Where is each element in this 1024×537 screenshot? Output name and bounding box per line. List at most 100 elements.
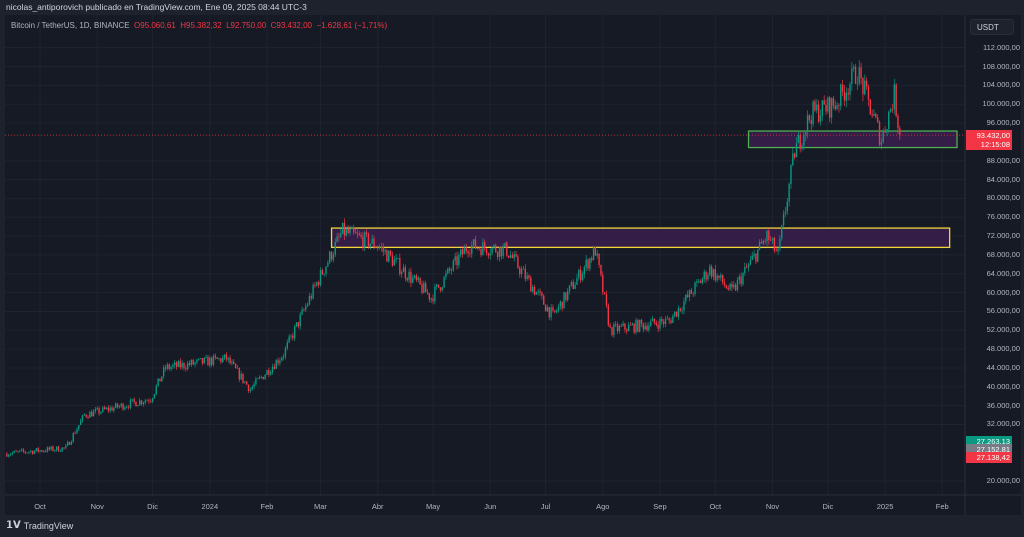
candle-body: [343, 222, 346, 236]
candle-body: [563, 292, 565, 309]
candle-body: [236, 368, 239, 369]
candle-body: [39, 450, 41, 452]
candle-body: [745, 267, 748, 268]
candle-body: [371, 238, 373, 244]
candle-body: [345, 229, 348, 236]
candle-body: [367, 233, 370, 247]
candle-body: [54, 450, 56, 451]
candle-body: [199, 358, 202, 359]
candle-body: [26, 452, 28, 454]
candle-body: [94, 409, 97, 412]
candle-body: [816, 104, 818, 111]
candle-body: [646, 325, 648, 331]
candle-body: [498, 246, 501, 258]
currency-button[interactable]: USDT: [970, 19, 1014, 35]
candle-body: [177, 360, 180, 367]
candle-body: [836, 105, 838, 109]
candle-body: [412, 277, 414, 283]
candle-body: [865, 80, 868, 87]
candle-body: [648, 325, 650, 331]
low-value: L92.750,00: [226, 21, 267, 30]
chart-pane[interactable]: [5, 15, 1021, 515]
candle-body: [709, 266, 711, 275]
candle-body: [467, 251, 469, 254]
candle-body: [845, 93, 848, 101]
candle-body: [827, 97, 829, 112]
candle-body: [312, 284, 314, 299]
candle-body: [46, 447, 49, 452]
candle-body: [358, 233, 360, 236]
candle-body: [489, 253, 491, 256]
candle-body: [851, 68, 853, 85]
candle-body: [699, 280, 702, 284]
symbol-name[interactable]: Bitcoin / TetherUS, 1D, BINANCE: [11, 21, 130, 30]
candle-body: [135, 401, 137, 407]
candle-body: [544, 304, 547, 312]
candle-body: [162, 367, 165, 377]
candle-body: [293, 326, 296, 339]
candle-body: [519, 267, 521, 275]
candle-body: [196, 359, 198, 363]
candle-body: [242, 373, 244, 383]
candle-body: [460, 249, 462, 256]
candle-body: [653, 318, 656, 323]
candle-body: [391, 255, 394, 266]
candle-body: [561, 301, 563, 309]
candle-body: [205, 356, 207, 358]
candle-body: [875, 113, 877, 118]
candle-body: [793, 153, 796, 158]
candle-body: [760, 241, 763, 244]
candle-body: [122, 403, 124, 410]
candle-body: [626, 329, 628, 332]
candle-body: [474, 239, 477, 249]
candle-body: [511, 255, 514, 258]
candle-body: [161, 376, 163, 382]
candle-body: [539, 291, 541, 293]
candle-body: [37, 448, 39, 452]
candle-body: [576, 277, 578, 285]
candle-body: [620, 326, 622, 327]
candle-body: [618, 326, 621, 332]
candle-body: [629, 324, 632, 326]
candle-body: [340, 233, 342, 237]
candle-body: [31, 450, 34, 454]
candle-body: [292, 335, 294, 339]
close-value: C93.432,00: [270, 21, 312, 30]
candle-body: [353, 227, 355, 232]
candle-body: [744, 267, 746, 274]
candle-body: [609, 325, 611, 328]
candle-body: [810, 120, 812, 125]
candle-body: [764, 241, 766, 242]
candle-body: [181, 362, 183, 368]
candle-body: [862, 78, 864, 95]
candle-body: [290, 335, 292, 337]
price-label: 68.000,00: [986, 249, 1020, 259]
candle-body: [203, 357, 205, 364]
candle-body: [9, 454, 12, 456]
candle-body: [421, 284, 423, 293]
candle-body: [216, 357, 218, 359]
tradingview-logo[interactable]: 𝟭𝗩 TradingView: [6, 520, 73, 531]
candle-body: [705, 271, 707, 280]
candle-body: [255, 378, 257, 385]
price-label: 112.000,00: [983, 42, 1020, 52]
candle-body: [803, 134, 805, 146]
candle-body: [238, 368, 241, 380]
candle-body: [707, 274, 709, 280]
candle-body: [674, 311, 676, 316]
candle-body: [223, 354, 226, 358]
candle-body: [186, 363, 189, 369]
candle-body: [725, 285, 728, 289]
candle-body: [675, 311, 678, 317]
candle-body: [685, 294, 687, 302]
candle-body: [507, 255, 510, 258]
bar-countdown: 12:15:08: [980, 140, 1010, 150]
candle-body: [823, 100, 825, 105]
time-label: Oct: [34, 502, 46, 511]
candle-body: [41, 450, 43, 452]
candle-body: [559, 301, 562, 307]
candle-body: [513, 254, 515, 258]
candle-body: [79, 420, 82, 426]
candle-body: [611, 327, 613, 336]
